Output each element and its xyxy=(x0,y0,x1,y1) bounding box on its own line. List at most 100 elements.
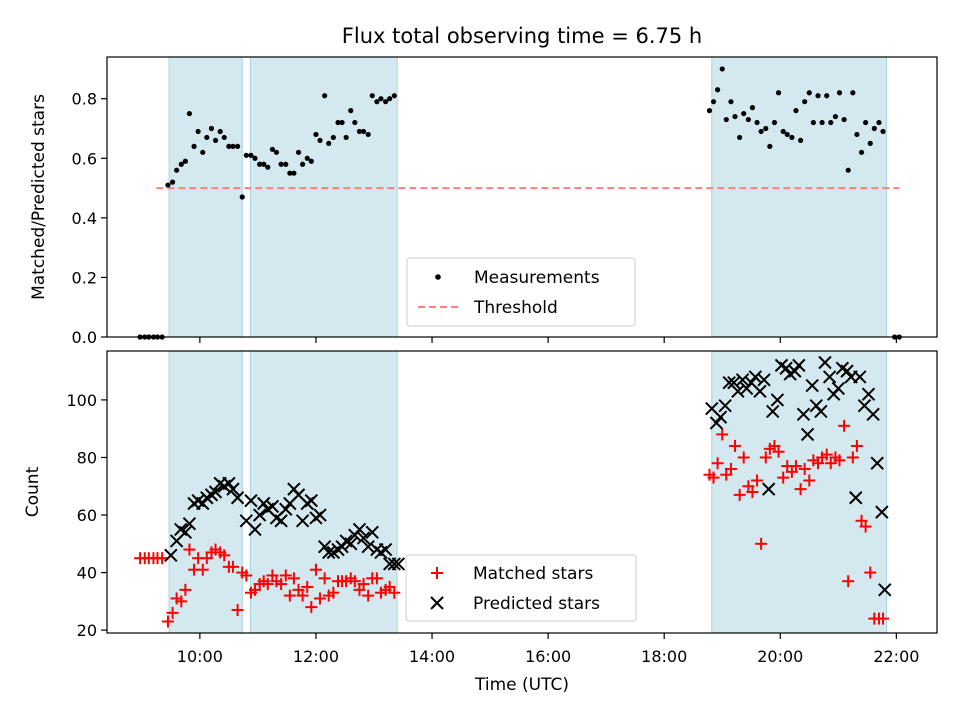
measurement-point xyxy=(798,137,804,144)
predicted-star-marker xyxy=(378,542,393,557)
matched-star-marker xyxy=(850,439,863,452)
predicted-star-marker xyxy=(727,375,741,390)
measurement-point xyxy=(391,93,397,99)
bottom-data-marks xyxy=(134,355,892,628)
shaded-interval xyxy=(249,350,398,634)
predicted-star-marker xyxy=(761,482,776,496)
measurement-point xyxy=(828,119,834,126)
measurement-point xyxy=(758,128,764,135)
measurement-point xyxy=(326,140,332,146)
predicted-star-marker xyxy=(757,373,771,387)
measurement-point xyxy=(261,161,267,167)
predicted-star-marker xyxy=(252,508,267,522)
matched-star-marker xyxy=(737,451,750,464)
measurement-point xyxy=(719,66,725,72)
measurement-point xyxy=(806,90,812,96)
measurement-point xyxy=(273,149,280,155)
predicted-star-marker xyxy=(818,355,832,370)
bottom-panel: 20 40 60 80 100 10:00 12:00 14:00 16:00 18:00 20:… xyxy=(23,350,938,695)
y-tick-label: 60 xyxy=(77,506,97,525)
measurement-point xyxy=(836,90,843,96)
measurement-point xyxy=(824,93,830,99)
measurement-point xyxy=(741,110,747,117)
measurement-point xyxy=(754,119,760,126)
chart-title: Flux total observing time = 6.75 h xyxy=(342,24,702,48)
legend-matched-marker xyxy=(431,567,443,579)
measurement-point xyxy=(728,99,734,105)
matched-star-marker xyxy=(820,448,833,461)
predicted-star-marker xyxy=(344,537,358,551)
measurement-point xyxy=(387,96,393,102)
x-tick-label: 14:00 xyxy=(409,647,455,666)
matched-star-marker xyxy=(772,445,785,458)
matched-star-marker xyxy=(305,601,318,614)
predicted-star-marker xyxy=(244,493,258,508)
measurement-point xyxy=(348,108,354,114)
measurement-point xyxy=(710,99,717,105)
measurement-point xyxy=(174,167,180,173)
measurement-point xyxy=(335,119,341,126)
predicted-star-marker xyxy=(317,539,332,554)
shaded-interval xyxy=(711,56,888,338)
top-x-ticks xyxy=(199,337,897,343)
predicted-star-marker xyxy=(226,482,240,496)
x-tick-label: 18:00 xyxy=(641,647,687,666)
predicted-star-marker xyxy=(878,583,892,597)
measurement-point xyxy=(278,161,284,167)
matched-star-marker xyxy=(859,520,872,533)
predicted-star-marker xyxy=(248,522,262,537)
matched-star-marker xyxy=(729,439,742,452)
measurement-point xyxy=(706,108,713,114)
measurement-point xyxy=(715,87,721,93)
shaded-interval xyxy=(249,56,398,338)
predicted-star-marker xyxy=(361,539,375,554)
measurement-point xyxy=(165,182,171,188)
measurement-point xyxy=(257,161,263,167)
matched-star-marker xyxy=(794,483,807,496)
y-tick-label: 0.4 xyxy=(72,209,97,228)
predicted-star-marker xyxy=(322,545,336,560)
y-tick-label: 0.0 xyxy=(72,328,97,347)
measurement-point xyxy=(749,105,756,111)
predicted-star-marker xyxy=(387,557,402,571)
predicted-star-marker xyxy=(731,384,745,398)
matched-star-marker xyxy=(287,572,300,585)
matched-star-marker xyxy=(798,462,811,475)
measurement-point xyxy=(317,137,323,144)
measurement-point xyxy=(221,134,227,141)
measurement-point xyxy=(239,194,245,200)
measurement-point xyxy=(876,119,882,126)
measurement-point xyxy=(243,152,249,158)
x-tick-label: 16:00 xyxy=(525,647,571,666)
predicted-star-marker xyxy=(753,384,767,398)
measurement-point xyxy=(230,143,236,149)
predicted-star-marker xyxy=(279,502,293,516)
predicted-star-marker xyxy=(164,548,178,563)
predicted-star-marker xyxy=(718,398,732,413)
predicted-star-marker xyxy=(182,516,197,531)
measurement-point xyxy=(217,128,223,135)
legend-predicted-marker xyxy=(430,596,444,610)
measurement-point xyxy=(767,143,773,149)
measurement-point xyxy=(880,128,886,135)
measurement-point xyxy=(212,137,219,144)
matched-star-marker xyxy=(777,471,790,484)
measurement-point xyxy=(369,93,375,99)
measurement-point xyxy=(339,119,345,126)
bottom-y-ticks: 20 40 60 80 100 xyxy=(66,391,107,640)
measurement-point xyxy=(283,161,289,167)
measurement-point xyxy=(356,128,363,135)
bottom-legend-box xyxy=(405,554,637,622)
predicted-star-marker xyxy=(313,508,327,522)
measurement-point xyxy=(304,155,310,161)
matched-star-marker xyxy=(864,566,877,579)
predicted-star-marker xyxy=(735,373,750,387)
matched-star-marker xyxy=(196,563,209,576)
matched-star-marker xyxy=(370,572,383,585)
measurement-point xyxy=(308,158,314,164)
predicted-star-marker xyxy=(766,404,780,419)
predicted-star-marker xyxy=(365,525,379,539)
measurement-point xyxy=(732,113,738,120)
matched-star-marker xyxy=(166,606,179,619)
top-legend: Measurements Threshold xyxy=(406,257,636,327)
